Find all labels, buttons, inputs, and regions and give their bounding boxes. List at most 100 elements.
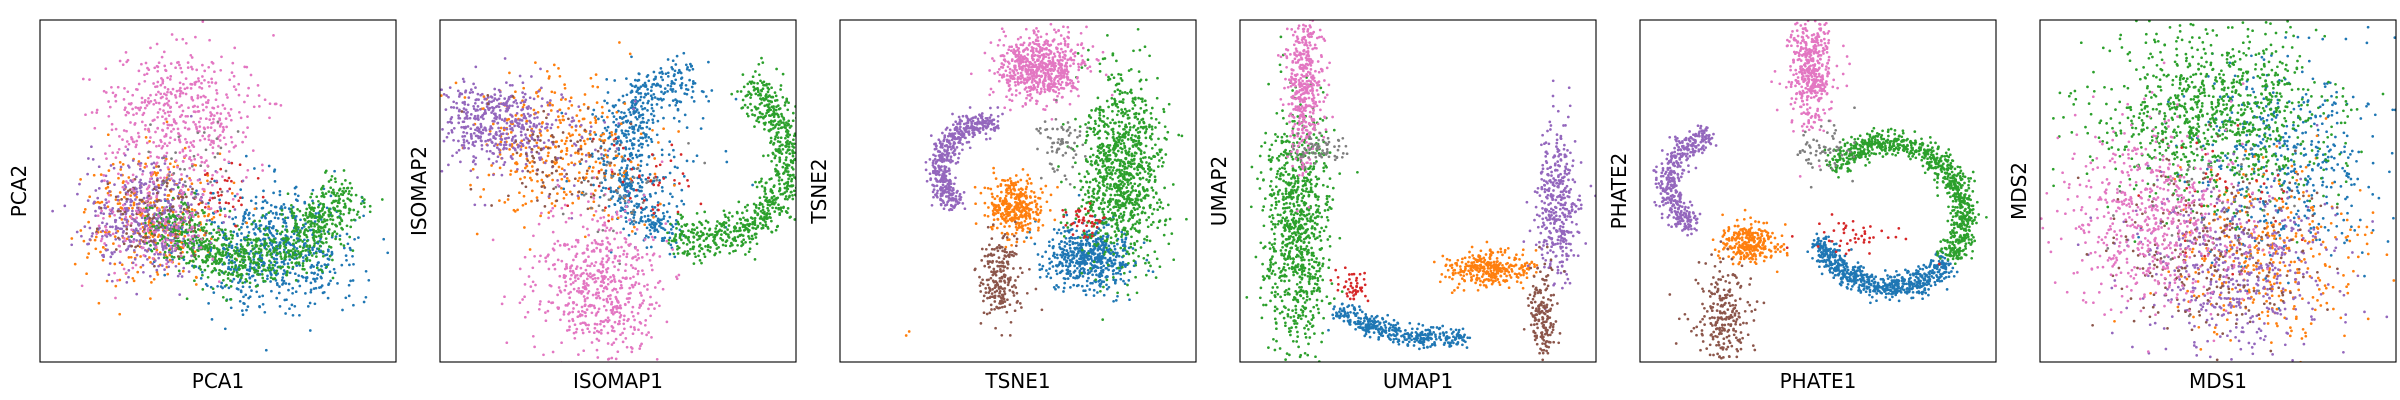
- data-point: [154, 101, 158, 105]
- data-point: [552, 63, 556, 67]
- data-point: [531, 169, 535, 173]
- data-point: [629, 113, 633, 117]
- data-point: [524, 146, 528, 150]
- data-point: [208, 38, 211, 42]
- data-point: [202, 108, 205, 112]
- data-point: [298, 209, 302, 213]
- data-point: [198, 265, 202, 268]
- data-point: [583, 142, 587, 146]
- data-point: [127, 176, 131, 179]
- data-point: [578, 160, 581, 163]
- data-point: [317, 261, 320, 264]
- data-point: [105, 222, 109, 226]
- data-point: [120, 218, 124, 221]
- data-point: [289, 249, 293, 253]
- data-point: [223, 158, 226, 162]
- data-point: [241, 245, 244, 249]
- data-point: [230, 261, 234, 265]
- data-point: [283, 219, 287, 222]
- data-point: [754, 204, 758, 207]
- data-point: [296, 199, 299, 203]
- data-point: [196, 178, 200, 182]
- data-point: [151, 257, 155, 260]
- data-point: [203, 161, 207, 164]
- data-point: [121, 63, 125, 67]
- data-point: [751, 183, 754, 187]
- data-point: [173, 93, 177, 97]
- data-point: [637, 111, 641, 115]
- data-point: [336, 205, 339, 208]
- data-point: [298, 234, 302, 238]
- data-point: [298, 245, 302, 248]
- data-point: [683, 223, 687, 227]
- data-point: [241, 313, 245, 317]
- data-point: [161, 226, 165, 230]
- data-point: [227, 258, 231, 262]
- data-point: [218, 201, 221, 205]
- data-point: [755, 185, 759, 189]
- data-point: [619, 209, 623, 213]
- data-point: [217, 280, 221, 283]
- data-point: [215, 92, 219, 95]
- data-point: [720, 233, 723, 236]
- data-point: [309, 208, 313, 211]
- data-point: [346, 197, 350, 200]
- data-point: [321, 184, 325, 188]
- data-point: [195, 239, 198, 242]
- data-point: [150, 162, 154, 166]
- data-point: [762, 98, 766, 102]
- data-point: [139, 161, 143, 165]
- data-point: [194, 163, 198, 167]
- data-point: [523, 176, 527, 179]
- data-point: [577, 171, 581, 174]
- data-point: [235, 258, 238, 262]
- data-point: [121, 185, 125, 189]
- data-point: [587, 166, 591, 170]
- data-point: [695, 226, 699, 230]
- data-point: [250, 289, 253, 292]
- data-point: [312, 277, 315, 281]
- data-point: [149, 173, 153, 177]
- data-point: [317, 247, 321, 251]
- data-point: [748, 92, 752, 95]
- data-point: [767, 87, 771, 91]
- data-point: [798, 164, 801, 167]
- data-point: [188, 228, 192, 232]
- data-point: [679, 86, 683, 90]
- data-point: [764, 220, 767, 224]
- data-point: [86, 172, 89, 176]
- data-point: [193, 279, 196, 283]
- data-point: [602, 159, 606, 163]
- data-point: [166, 88, 170, 91]
- data-point: [262, 237, 266, 241]
- data-point: [732, 249, 735, 253]
- data-point: [297, 274, 301, 277]
- data-point: [107, 193, 111, 197]
- data-point: [246, 225, 249, 229]
- data-point: [166, 233, 170, 237]
- data-point: [324, 237, 328, 240]
- data-point: [627, 233, 631, 237]
- data-point: [614, 130, 618, 133]
- data-point: [93, 238, 97, 242]
- data-point: [104, 206, 108, 210]
- data-point: [778, 158, 782, 162]
- data-point: [185, 297, 189, 301]
- data-point: [285, 273, 288, 277]
- data-point: [746, 114, 750, 118]
- data-point: [188, 215, 191, 218]
- data-point: [191, 98, 195, 102]
- data-point: [304, 211, 308, 215]
- data-point: [774, 154, 777, 158]
- data-point: [182, 258, 186, 261]
- data-point: [503, 201, 507, 204]
- data-point: [630, 142, 634, 145]
- data-point: [508, 71, 511, 75]
- data-point: [338, 187, 342, 191]
- data-point: [196, 153, 200, 157]
- data-point: [713, 235, 717, 239]
- data-point: [204, 231, 207, 235]
- data-point: [207, 302, 210, 305]
- data-point: [735, 222, 739, 225]
- data-point: [744, 218, 747, 222]
